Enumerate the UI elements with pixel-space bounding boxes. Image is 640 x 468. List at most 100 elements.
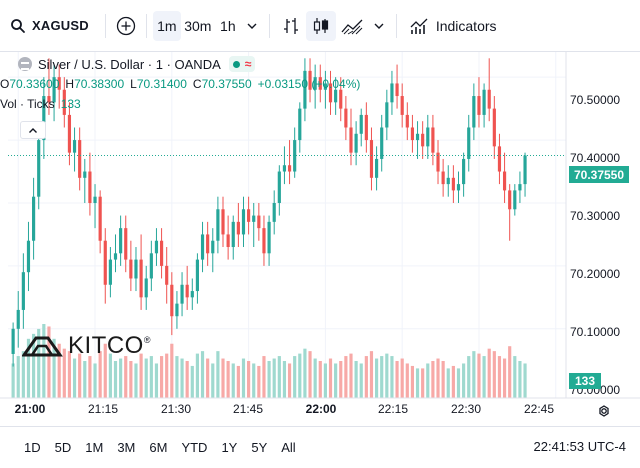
candle-body xyxy=(62,89,66,115)
candle-body xyxy=(421,133,425,147)
time-tick: 21:00 xyxy=(14,402,46,416)
volume-bar xyxy=(487,348,491,398)
range-1y-button[interactable]: 1Y xyxy=(221,440,238,455)
candle-body xyxy=(241,209,246,235)
candle-body xyxy=(83,171,87,178)
area-style-button[interactable] xyxy=(336,11,368,41)
compare-button[interactable] xyxy=(112,11,140,41)
range-all-button[interactable]: All xyxy=(281,440,296,455)
volume-bar xyxy=(267,361,271,398)
high-label: H xyxy=(65,77,75,91)
data-delay-icon: ≈ xyxy=(244,57,252,71)
candle-body xyxy=(380,127,384,159)
volume-bar xyxy=(113,361,118,398)
bottom-range-bar: 1D 5D 1M 3M 6M YTD 1Y 5Y All 22:41:53 UT… xyxy=(0,426,640,468)
chart-settings-button[interactable] xyxy=(596,403,612,424)
candle-body xyxy=(67,114,72,153)
candle-body xyxy=(354,133,358,153)
candles-icon xyxy=(313,17,328,34)
volume-legend-row: Vol · Ticks 133 xyxy=(0,94,366,114)
candle-body xyxy=(497,146,502,172)
candle-body xyxy=(298,108,302,141)
volume-bar xyxy=(129,361,133,398)
candle-body xyxy=(16,309,20,329)
timezone-clock[interactable]: 22:41:53 UTC-4 xyxy=(533,439,627,454)
kitco-logo: KITCO ® xyxy=(22,332,150,360)
volume-bar xyxy=(134,363,138,398)
area-chart-icon xyxy=(341,19,363,34)
candle-body xyxy=(195,259,199,292)
volume-bar xyxy=(216,351,220,398)
registered-mark: ® xyxy=(143,335,151,345)
interval-30m-button[interactable]: 30m xyxy=(184,17,212,34)
candle-body xyxy=(93,196,97,203)
candle-body xyxy=(267,221,271,254)
range-5y-button[interactable]: 5Y xyxy=(251,440,268,455)
range-6m-button[interactable]: 6M xyxy=(149,440,168,455)
volume-bar xyxy=(190,365,194,398)
candle-body xyxy=(349,127,353,153)
volume-bar xyxy=(200,351,205,398)
toolbar-separator xyxy=(145,13,147,38)
candle-body xyxy=(236,221,240,235)
volume-bar xyxy=(441,361,445,398)
volume-bar xyxy=(62,348,66,398)
candle-body xyxy=(287,165,292,172)
interval-1m-button[interactable]: 1m xyxy=(152,10,181,41)
price-tick: 70.20000 xyxy=(570,267,621,281)
open-value: 70.33600 xyxy=(9,77,60,91)
volume-bar xyxy=(241,358,246,398)
collapse-legend-button[interactable] xyxy=(20,121,46,139)
candle-body xyxy=(247,209,251,222)
volume-bar xyxy=(359,363,363,398)
volume-bar xyxy=(385,353,389,398)
volume-bar xyxy=(103,343,107,398)
candle-body xyxy=(410,127,415,141)
indicators-label: Indicators xyxy=(435,17,497,34)
candle-body xyxy=(129,259,133,279)
candle-body xyxy=(272,202,276,222)
market-status-badge[interactable]: ≈ xyxy=(228,56,256,72)
symbol-label: XAGUSD xyxy=(32,18,89,33)
volume-bar xyxy=(344,356,348,398)
bar-style-button[interactable] xyxy=(276,11,306,41)
volume-bar xyxy=(67,351,72,398)
candle-body xyxy=(170,284,174,317)
volume-bar xyxy=(303,348,307,398)
range-3m-button[interactable]: 3M xyxy=(117,440,136,455)
candle-body xyxy=(159,240,164,266)
range-1d-button[interactable]: 1D xyxy=(24,440,41,455)
volume-bar xyxy=(462,363,466,398)
volume-bar xyxy=(328,358,333,398)
time-tick: 22:30 xyxy=(450,402,482,416)
volume-bar xyxy=(236,365,240,398)
chart-legend: Silver / U.S. Dollar · 1 · OANDA ≈ O 70.… xyxy=(0,54,366,114)
volume-value: 133 xyxy=(60,97,81,111)
indicators-button[interactable]: Indicators xyxy=(403,11,503,41)
candle-body xyxy=(375,158,379,178)
candle-body xyxy=(477,96,481,115)
time-tick: 22:00 xyxy=(305,402,337,416)
volume-bar xyxy=(195,353,199,398)
candle-body xyxy=(32,196,36,241)
time-tick: 22:15 xyxy=(377,402,409,416)
candle-body xyxy=(165,265,169,285)
range-ytd-button[interactable]: YTD xyxy=(181,440,208,455)
chart-style-dropdown[interactable] xyxy=(368,11,390,41)
range-5d-button[interactable]: 5D xyxy=(54,440,72,455)
volume-bar xyxy=(513,356,517,398)
interval-dropdown[interactable] xyxy=(241,11,263,41)
volume-bar xyxy=(226,361,230,398)
range-1m-button[interactable]: 1M xyxy=(85,440,104,455)
candle-body xyxy=(369,140,374,178)
candle-body xyxy=(226,234,230,248)
candle-body xyxy=(154,240,159,254)
volume-bar xyxy=(323,363,327,398)
candle-body xyxy=(72,140,77,153)
interval-1h-button[interactable]: 1h xyxy=(220,17,236,34)
top-toolbar: XAGUSD 1m 30m 1h Indicators xyxy=(0,0,640,52)
candles-style-button[interactable] xyxy=(305,10,336,41)
symbol-search[interactable]: XAGUSD xyxy=(0,11,99,41)
volume-bar xyxy=(221,358,225,398)
